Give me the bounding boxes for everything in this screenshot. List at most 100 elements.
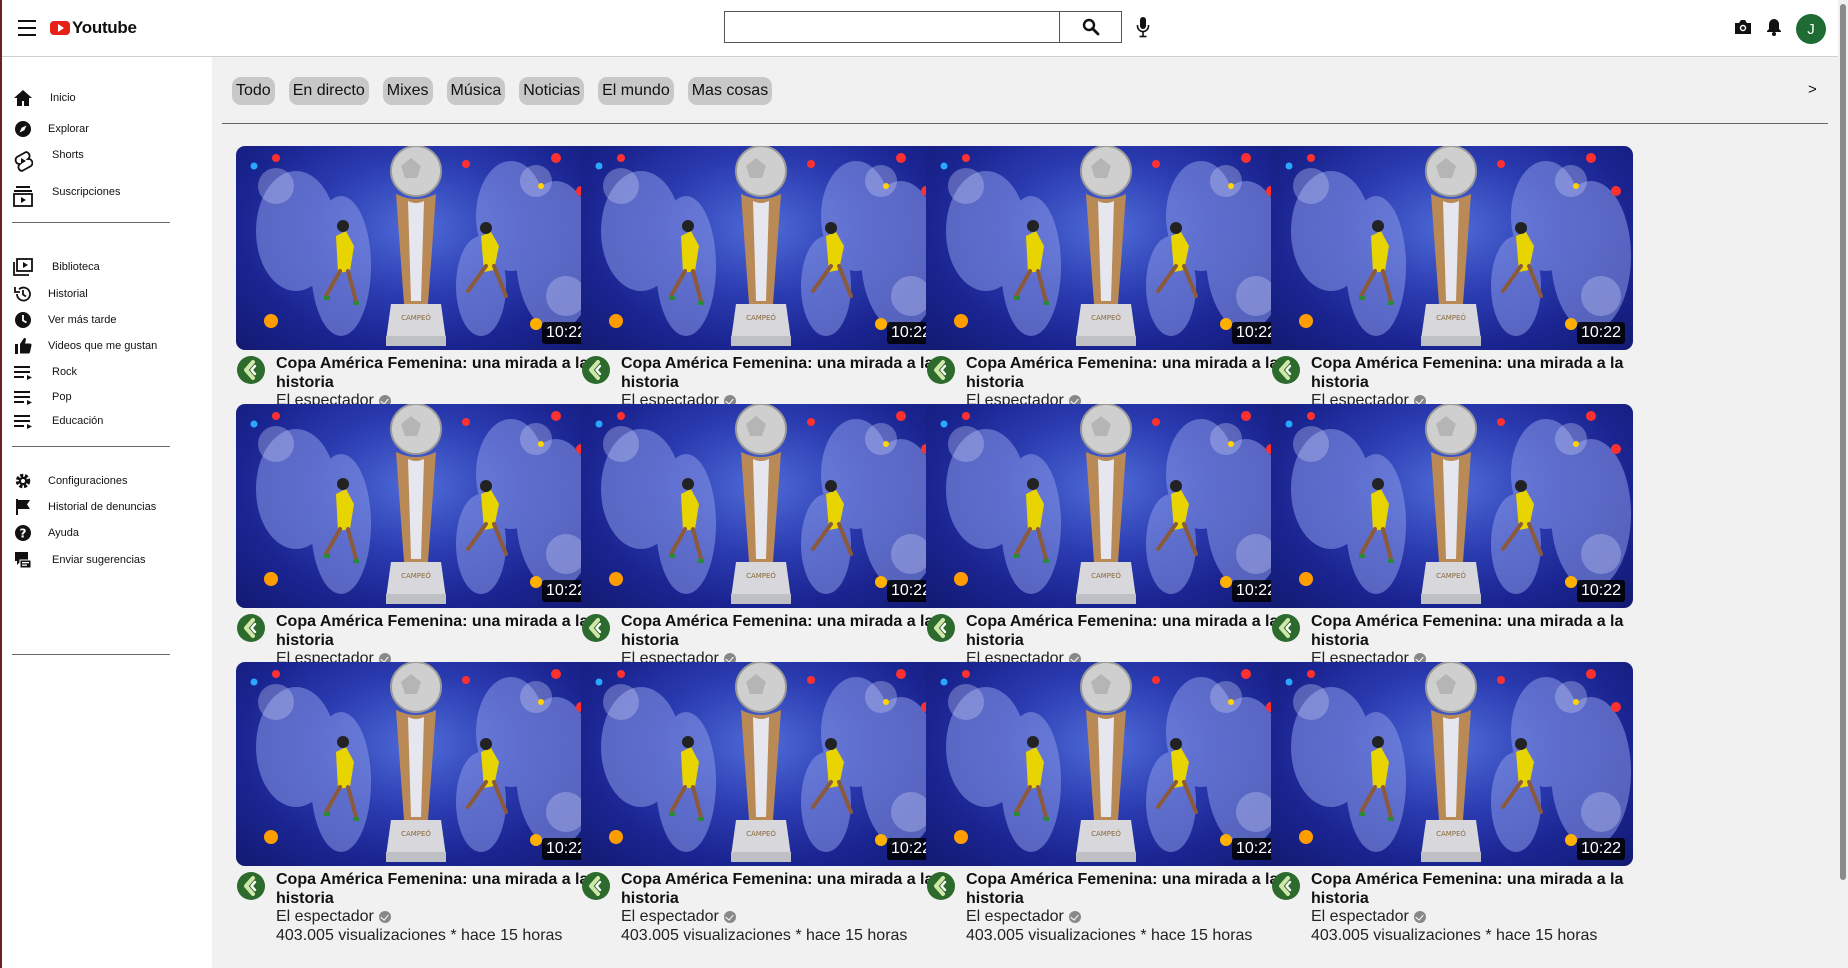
channel-avatar[interactable] <box>926 613 956 643</box>
chip-mas-cosas[interactable]: Mas cosas <box>687 77 773 105</box>
channel-avatar[interactable] <box>236 355 266 385</box>
sidebar-item-ayuda[interactable]: ? Ayuda <box>2 521 202 545</box>
video-thumbnail[interactable]: CAMPEÓ 10:22 <box>1271 146 1633 350</box>
video-card[interactable]: CAMPEÓ 10:22 Copa América Femenina: una … <box>926 146 1288 446</box>
main-content: Todo En directo Mixes Música Noticias El… <box>212 57 1838 968</box>
sidebar-item-historial[interactable]: Historial <box>2 282 202 306</box>
voice-search-button[interactable] <box>1136 16 1150 43</box>
notifications-button[interactable] <box>1766 18 1782 41</box>
sidebar-item-ver-mas-tarde[interactable]: Ver más tarde <box>2 308 202 332</box>
video-card[interactable]: CAMPEÓ 10:22 Copa América Femenina: una … <box>926 662 1288 962</box>
video-card[interactable]: CAMPEÓ 10:22 Copa América Femenina: una … <box>581 662 943 962</box>
channel-avatar[interactable] <box>581 871 611 901</box>
chip-musica[interactable]: Música <box>446 77 506 105</box>
video-title[interactable]: Copa América Femenina: una mirada a la h… <box>621 613 934 649</box>
menu-icon[interactable] <box>18 20 36 36</box>
chip-mixes[interactable]: Mixes <box>382 77 433 105</box>
channel-logo-icon <box>582 872 610 900</box>
channel-avatar[interactable] <box>236 613 266 643</box>
video-card[interactable]: CAMPEÓ 10:22 Copa América Femenina: una … <box>1271 662 1633 962</box>
video-title[interactable]: Copa América Femenina: una mirada a la h… <box>1311 613 1624 649</box>
create-video-button[interactable] <box>1734 19 1752 40</box>
video-card[interactable]: CAMPEÓ 10:22 Copa América Femenina: una … <box>236 404 598 704</box>
channel-name[interactable]: El espectador <box>966 908 1064 925</box>
video-thumbnail[interactable]: CAMPEÓ 10:22 <box>581 146 943 350</box>
help-icon: ? <box>12 523 34 543</box>
scrollbar[interactable] <box>1838 0 1848 968</box>
svg-text:CAMPEÓ: CAMPEÓ <box>1436 571 1466 580</box>
chip-el-mundo[interactable]: El mundo <box>598 77 674 105</box>
sidebar-item-suscripciones[interactable]: Suscripciones <box>2 180 202 207</box>
video-thumbnail[interactable]: CAMPEÓ 10:22 <box>581 404 943 608</box>
video-thumbnail[interactable]: CAMPEÓ 10:22 <box>236 404 598 608</box>
channel-avatar[interactable] <box>1271 613 1301 643</box>
sidebar-item-label: Ver más tarde <box>48 314 117 326</box>
video-title[interactable]: Copa América Femenina: una mirada a la h… <box>276 355 589 391</box>
sidebar-item-label: Videos que me gustan <box>48 340 158 352</box>
video-title[interactable]: Copa América Femenina: una mirada a la h… <box>966 355 1279 391</box>
sidebar-item-educacion[interactable]: Educación <box>2 409 202 433</box>
video-card[interactable]: CAMPEÓ 10:22 Copa América Femenina: una … <box>236 662 598 962</box>
video-thumbnail[interactable]: CAMPEÓ 10:22 <box>236 662 598 866</box>
search-input[interactable] <box>725 12 1059 42</box>
channel-name[interactable]: El espectador <box>1311 908 1409 925</box>
video-card[interactable]: CAMPEÓ 10:22 Copa América Femenina: una … <box>1271 146 1633 446</box>
channel-name[interactable]: El espectador <box>276 908 374 925</box>
sidebar-item-configuraciones[interactable]: Configuraciones <box>2 469 202 493</box>
channel-avatar[interactable] <box>581 355 611 385</box>
video-card[interactable]: CAMPEÓ 10:22 Copa América Femenina: una … <box>236 146 598 446</box>
chip-noticias[interactable]: Noticias <box>519 77 585 105</box>
video-thumbnail[interactable]: CAMPEÓ 10:22 <box>926 146 1288 350</box>
video-card[interactable]: CAMPEÓ 10:22 Copa América Femenina: una … <box>1271 404 1633 704</box>
chip-en-directo[interactable]: En directo <box>288 77 369 105</box>
video-thumbnail[interactable]: CAMPEÓ 10:22 <box>1271 404 1633 608</box>
channel-avatar[interactable] <box>1271 355 1301 385</box>
video-title[interactable]: Copa América Femenina: una mirada a la h… <box>1311 871 1624 907</box>
thumbnail-art: CAMPEÓ <box>595 662 941 862</box>
sidebar-item-label: Educación <box>52 415 104 427</box>
sidebar-item-historial-de-denuncias[interactable]: Historial de denuncias <box>2 495 202 519</box>
channel-name[interactable]: El espectador <box>621 908 719 925</box>
sidebar-item-biblioteca[interactable]: Biblioteca <box>2 255 202 279</box>
channel-avatar[interactable] <box>236 871 266 901</box>
video-title[interactable]: Copa América Femenina: una mirada a la h… <box>276 613 589 649</box>
video-title[interactable]: Copa América Femenina: una mirada a la h… <box>966 613 1279 649</box>
sidebar-item-rock[interactable]: Rock <box>2 360 202 384</box>
chip-todo[interactable]: Todo <box>232 77 275 105</box>
video-card[interactable]: CAMPEÓ 10:22 Copa América Femenina: una … <box>581 404 943 704</box>
video-thumbnail[interactable]: CAMPEÓ 10:22 <box>236 146 598 350</box>
channel-logo-icon <box>1272 356 1300 384</box>
channel-avatar[interactable] <box>926 355 956 385</box>
video-title[interactable]: Copa América Femenina: una mirada a la h… <box>966 871 1279 907</box>
channel-avatar[interactable] <box>581 613 611 643</box>
video-title[interactable]: Copa América Femenina: una mirada a la h… <box>621 871 934 907</box>
sidebar-item-enviar-sugerencias[interactable]: Enviar sugerencias <box>2 548 202 572</box>
sidebar-item-shorts[interactable]: Shorts <box>2 143 202 172</box>
video-meta: 403.005 visualizaciones * hace 15 horas <box>276 927 563 944</box>
sidebar-item-inicio[interactable]: Inicio <box>2 86 202 110</box>
thumbs-up-icon <box>12 336 34 356</box>
video-title[interactable]: Copa América Femenina: una mirada a la h… <box>621 355 934 391</box>
video-card[interactable]: CAMPEÓ 10:22 Copa América Femenina: una … <box>581 146 943 446</box>
channel-avatar[interactable] <box>1271 871 1301 901</box>
chips-next-button[interactable]: > <box>1808 81 1817 98</box>
video-thumbnail[interactable]: CAMPEÓ 10:22 <box>926 404 1288 608</box>
thumbnail-art: CAMPEÓ <box>940 404 1286 604</box>
avatar[interactable]: J <box>1796 14 1826 44</box>
video-thumbnail[interactable]: CAMPEÓ 10:22 <box>581 662 943 866</box>
video-title[interactable]: Copa América Femenina: una mirada a la h… <box>276 871 589 907</box>
video-card[interactable]: CAMPEÓ 10:22 Copa América Femenina: una … <box>926 404 1288 704</box>
history-icon <box>12 284 34 304</box>
sidebar-item-pop[interactable]: Pop <box>2 385 202 409</box>
video-title[interactable]: Copa América Femenina: una mirada a la h… <box>1311 355 1624 391</box>
video-thumbnail[interactable]: CAMPEÓ 10:22 <box>1271 662 1633 866</box>
playlist-icon <box>12 387 34 407</box>
scroll-thumb[interactable] <box>1840 4 1846 880</box>
thumbnail-art: CAMPEÓ <box>250 146 596 346</box>
sidebar-item-explorar[interactable]: Explorar <box>2 117 202 141</box>
youtube-logo[interactable]: Youtube <box>50 18 137 38</box>
sidebar-item-videos-que-me-gustan[interactable]: Videos que me gustan <box>2 334 202 358</box>
video-thumbnail[interactable]: CAMPEÓ 10:22 <box>926 662 1288 866</box>
search-button[interactable] <box>1060 11 1122 43</box>
channel-avatar[interactable] <box>926 871 956 901</box>
